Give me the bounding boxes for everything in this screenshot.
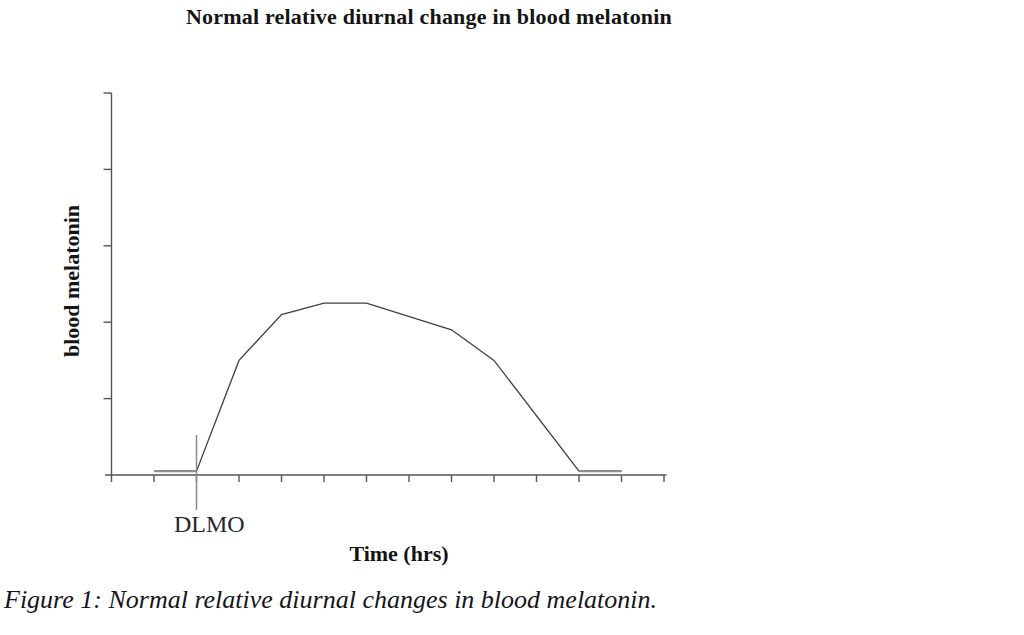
figure-caption: Figure 1: Normal relative diurnal change…: [4, 585, 1004, 615]
melatonin-curve: [154, 303, 622, 471]
melatonin-line-chart: [0, 0, 1024, 635]
y-axis-label: blood melatonin: [59, 205, 85, 357]
dlmo-annotation-label: DLMO: [174, 511, 245, 538]
page: { "figure": { "caption": "Figure 1: Norm…: [0, 0, 1024, 635]
x-axis-label: Time (hrs): [249, 541, 549, 567]
chart-title: Normal relative diurnal change in blood …: [0, 4, 858, 30]
